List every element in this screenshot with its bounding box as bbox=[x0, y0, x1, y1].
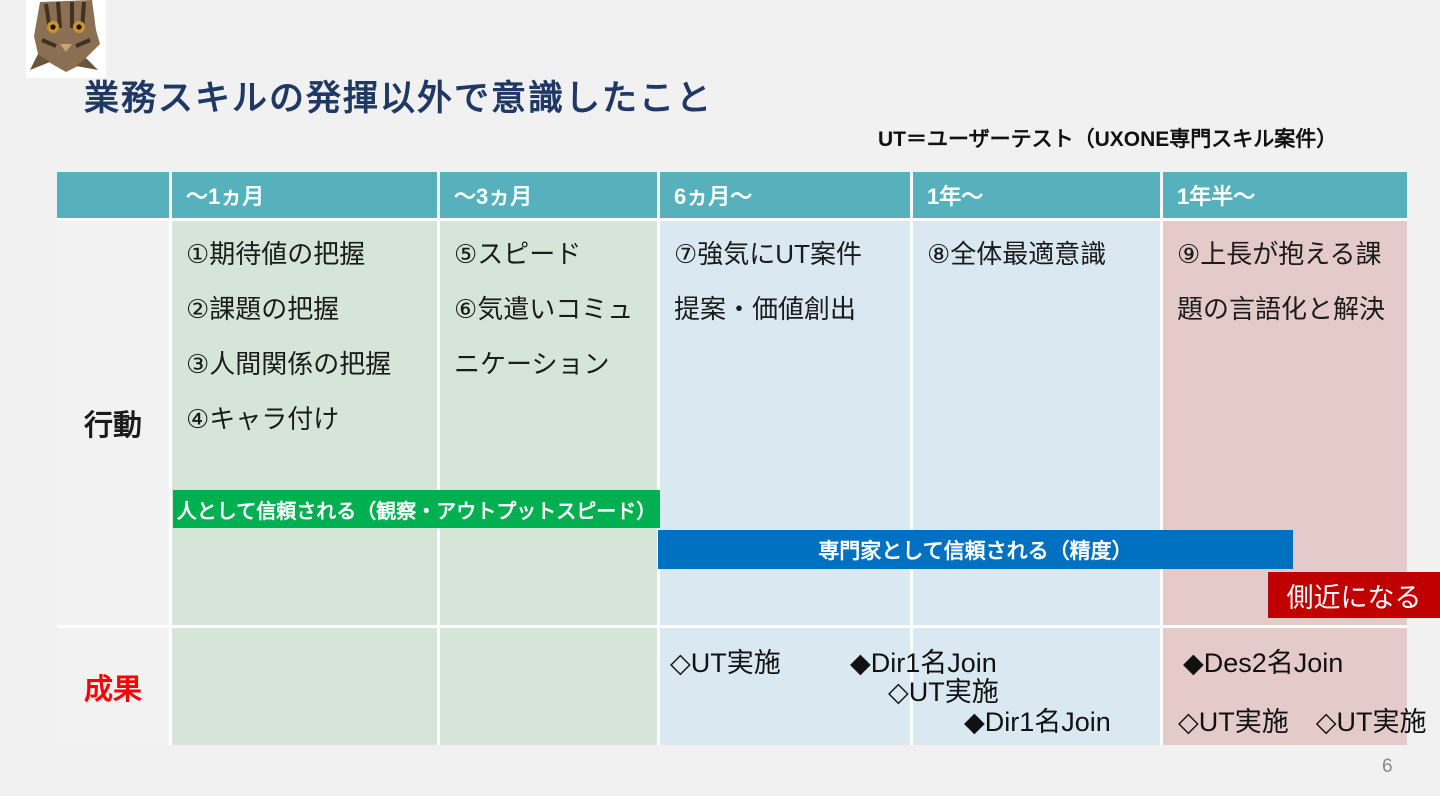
result-ut-3-4: ◇UT実施 ◇UT実施 bbox=[1178, 707, 1427, 737]
timeline-table: ～1ヵ月 ～3ヵ月 6ヵ月～ 1年～ 1年半～ 行動 ①期待値の把握 ②課題の把… bbox=[57, 172, 1407, 745]
header-cell-1month: ～1ヵ月 bbox=[172, 172, 437, 218]
action-item-8: ⑧全体最適意識 bbox=[927, 239, 1107, 269]
action-item-5: ⑤スピード bbox=[454, 239, 582, 269]
header-cell-1.5year: 1年半～ bbox=[1163, 172, 1407, 218]
action-item-9-cont: 題の言語化と解決 bbox=[1177, 294, 1386, 324]
result-ut-2: ◇UT実施 bbox=[888, 677, 999, 707]
action-item-6-cont: ニケーション bbox=[454, 349, 610, 379]
action-item-6: ⑥気遣いコミュ bbox=[454, 294, 634, 324]
trust-as-person-bar: 人として信頼される（観察・アウトプットスピード） bbox=[173, 490, 660, 528]
slide-title: 業務スキルの発揮以外で意識したこと bbox=[84, 79, 714, 118]
action-item-7-cont: 提案・価値創出 bbox=[674, 294, 857, 324]
action-item-1: ①期待値の把握 bbox=[186, 239, 366, 269]
results-cell-6month bbox=[660, 628, 910, 745]
header-cell-1year: 1年～ bbox=[913, 172, 1160, 218]
row-label-results: 成果 bbox=[57, 628, 169, 745]
header-cell-3month: ～3ヵ月 bbox=[440, 172, 657, 218]
slide-subtitle: UT＝ユーザーテスト（UXONE専門スキル案件） bbox=[878, 128, 1338, 151]
action-item-9: ⑨上長が抱える課 bbox=[1177, 239, 1382, 269]
become-confidant-bar: 側近になる bbox=[1268, 572, 1440, 618]
action-item-3: ③人間関係の把握 bbox=[186, 349, 392, 379]
header-cell-6month: 6ヵ月～ bbox=[660, 172, 910, 218]
result-dir-join-1: ◆Dir1名Join bbox=[850, 648, 997, 678]
action-item-2: ②課題の把握 bbox=[186, 294, 340, 324]
result-dir-join-2: ◆Dir1名Join bbox=[964, 707, 1111, 737]
result-des-join: ◆Des2名Join bbox=[1183, 648, 1344, 678]
cat-photo bbox=[26, 0, 106, 78]
results-cell-3month bbox=[440, 628, 657, 745]
action-item-4: ④キャラ付け bbox=[186, 404, 340, 434]
result-ut-1: ◇UT実施 bbox=[670, 648, 781, 678]
action-item-7: ⑦強気にUT案件 bbox=[674, 239, 862, 269]
action-cell-3month: ⑤スピード ⑥気遣いコミュ ニケーション bbox=[440, 221, 657, 625]
trust-as-expert-bar: 専門家として信頼される（精度） bbox=[658, 530, 1293, 569]
results-cell-1.5year bbox=[1163, 628, 1407, 745]
results-cell-1year bbox=[913, 628, 1160, 745]
action-cell-1month: ①期待値の把握 ②課題の把握 ③人間関係の把握 ④キャラ付け bbox=[172, 221, 437, 625]
row-label-action: 行動 bbox=[57, 221, 169, 625]
results-cell-1month bbox=[172, 628, 437, 745]
page-number: 6 bbox=[1382, 756, 1393, 777]
header-cell-empty bbox=[57, 172, 169, 218]
